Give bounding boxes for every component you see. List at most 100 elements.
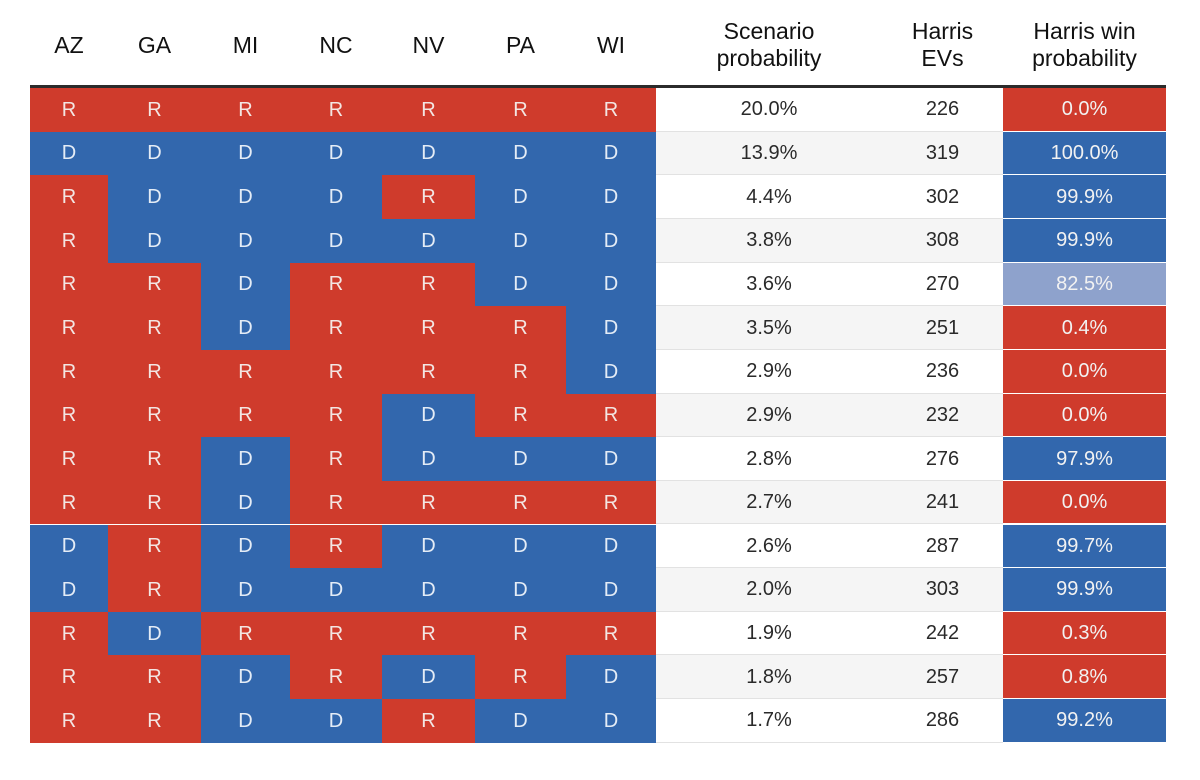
- state-cell: D: [290, 568, 382, 612]
- state-cell: D: [475, 699, 566, 743]
- state-cell: D: [475, 568, 566, 612]
- state-cell: R: [30, 611, 108, 656]
- state-cell: R: [382, 349, 475, 394]
- state-cell: D: [566, 175, 656, 219]
- state-cell: D: [382, 568, 475, 612]
- state-cell: D: [201, 175, 290, 219]
- state-cell: D: [201, 568, 290, 612]
- state-cell: D: [566, 349, 656, 394]
- state-cell: R: [30, 437, 108, 481]
- state-cell: R: [290, 88, 382, 132]
- state-cell: R: [201, 393, 290, 438]
- state-cell: D: [201, 131, 290, 176]
- state-cell: D: [201, 218, 290, 263]
- harris-evs-cell: 270: [882, 262, 1003, 307]
- state-cell: D: [382, 655, 475, 700]
- state-cell: R: [566, 480, 656, 525]
- scenario-probability-cell: 20.0%: [656, 88, 882, 132]
- state-cell: D: [566, 524, 656, 569]
- harris-win-probability-cell: 99.9%: [1003, 175, 1166, 219]
- state-cell: R: [108, 699, 201, 743]
- harris-evs-cell: 303: [882, 568, 1003, 612]
- state-cell: R: [108, 655, 201, 700]
- state-cell: R: [382, 699, 475, 743]
- state-cell: D: [475, 524, 566, 569]
- state-cell: R: [290, 437, 382, 481]
- state-cell: R: [30, 88, 108, 132]
- state-cell: R: [30, 655, 108, 700]
- state-cell: R: [382, 480, 475, 525]
- harris-win-probability-cell: 0.0%: [1003, 393, 1166, 438]
- header-wi: WI: [596, 31, 626, 58]
- state-cell: D: [382, 218, 475, 263]
- state-cell: R: [108, 306, 201, 350]
- state-cell: R: [290, 349, 382, 394]
- state-cell: R: [475, 611, 566, 656]
- scenario-probability-cell: 1.7%: [656, 699, 882, 743]
- state-cell: R: [108, 524, 201, 569]
- state-cell: R: [475, 88, 566, 132]
- state-cell: D: [382, 437, 475, 481]
- state-cell: D: [566, 262, 656, 307]
- state-cell: R: [30, 262, 108, 307]
- harris-evs-cell: 242: [882, 611, 1003, 656]
- harris-win-probability-cell: 82.5%: [1003, 262, 1166, 307]
- state-cell: R: [475, 480, 566, 525]
- footnote-cut-off: [30, 770, 1166, 780]
- harris-evs-cell: 251: [882, 306, 1003, 350]
- state-cell: R: [475, 655, 566, 700]
- state-cell: R: [30, 699, 108, 743]
- harris-win-probability-cell: 0.3%: [1003, 611, 1166, 656]
- state-cell: R: [290, 306, 382, 350]
- state-cell: R: [290, 524, 382, 569]
- harris-win-probability-cell: 0.0%: [1003, 88, 1166, 132]
- state-cell: D: [566, 655, 656, 700]
- state-cell: D: [382, 131, 475, 176]
- state-cell: R: [108, 480, 201, 525]
- harris-win-probability-cell: 99.9%: [1003, 218, 1166, 263]
- state-cell: R: [475, 393, 566, 438]
- header-harris-win-probability: Harris win probability: [1032, 18, 1137, 71]
- state-cell: R: [30, 175, 108, 219]
- scenario-probability-cell: 3.8%: [656, 218, 882, 263]
- harris-evs-cell: 276: [882, 437, 1003, 481]
- harris-evs-cell: 232: [882, 393, 1003, 438]
- harris-evs-cell: 241: [882, 480, 1003, 525]
- state-cell: R: [108, 349, 201, 394]
- scenario-probability-cell: 1.8%: [656, 655, 882, 700]
- state-cell: R: [290, 655, 382, 700]
- scenario-probability-cell: 2.0%: [656, 568, 882, 612]
- harris-evs-cell: 257: [882, 655, 1003, 700]
- state-cell: R: [108, 88, 201, 132]
- state-cell: R: [382, 611, 475, 656]
- scenario-probability-cell: 2.9%: [656, 393, 882, 438]
- state-cell: R: [290, 611, 382, 656]
- state-cell: D: [201, 699, 290, 743]
- state-cell: D: [566, 306, 656, 350]
- harris-win-probability-cell: 100.0%: [1003, 131, 1166, 176]
- harris-evs-cell: 226: [882, 88, 1003, 132]
- state-cell: D: [108, 175, 201, 219]
- state-cell: R: [30, 306, 108, 350]
- state-cell: D: [201, 437, 290, 481]
- header-ga: GA: [137, 31, 172, 58]
- scenario-probability-cell: 4.4%: [656, 175, 882, 219]
- harris-win-probability-cell: 0.8%: [1003, 655, 1166, 700]
- header-rule: [30, 85, 1166, 88]
- scenario-probability-cell: 2.6%: [656, 524, 882, 569]
- state-cell: D: [201, 524, 290, 569]
- scenario-probability-cell: 2.8%: [656, 437, 882, 481]
- state-cell: D: [566, 218, 656, 263]
- harris-win-probability-cell: 99.2%: [1003, 699, 1166, 743]
- state-cell: D: [108, 611, 201, 656]
- state-cell: R: [290, 480, 382, 525]
- scenario-probability-cell: 3.6%: [656, 262, 882, 307]
- state-cell: R: [566, 393, 656, 438]
- state-cell: D: [475, 437, 566, 481]
- scenario-probability-cell: 2.7%: [656, 480, 882, 525]
- state-cell: D: [201, 480, 290, 525]
- state-cell: R: [30, 218, 108, 263]
- state-cell: D: [108, 131, 201, 176]
- scenario-probability-cell: 3.5%: [656, 306, 882, 350]
